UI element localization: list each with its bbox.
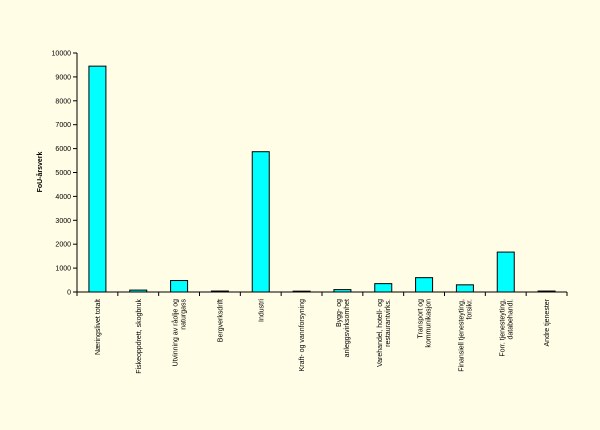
x-category-label-line: Kraft- og vannforsyning (299, 299, 306, 371)
bar (210, 290, 229, 293)
x-category-label: Industri (258, 299, 265, 322)
x-category-label-line: Utvinning av råolje og (172, 299, 180, 366)
y-axis-title: FoU-årsverk (36, 151, 44, 192)
x-category-label: Bygg- og anleggsvirksomhet (336, 299, 351, 357)
x-category-label-line: Fiskeoppdrett, skogbruk (136, 299, 143, 374)
x-category-label-line: Andre tjenester (544, 298, 551, 346)
bars (88, 65, 556, 293)
x-category-label: Kraft- og vannforsyning (299, 299, 306, 371)
x-category-label: Andre tjenester (544, 298, 551, 346)
bar (88, 65, 107, 293)
bar (537, 290, 556, 293)
bar (374, 283, 393, 293)
x-category-label: Varehandel, hotell- og restaurantvirks. (377, 299, 392, 367)
x-category-label-line: Varehandel, hotell- og (377, 299, 384, 367)
x-category-label-line: restaurantvirks. (385, 299, 392, 347)
x-category-label-line: forsikr. (466, 299, 473, 320)
y-tick-label: 3000 (55, 218, 71, 225)
x-category-label-line: Finansiell tjenesteyting, (458, 299, 465, 372)
x-category-label-line: Bergverksdrift (217, 299, 224, 342)
x-category-label: Næringslivet totalt (95, 299, 102, 355)
x-axis (76, 291, 568, 296)
bar (129, 289, 148, 293)
y-tick-label: 0 (67, 290, 71, 297)
bar (292, 290, 311, 293)
y-tick-label: 2000 (55, 242, 71, 249)
bar (496, 251, 515, 293)
y-tick-label: 1000 (55, 266, 71, 273)
x-category-label: Finansiell tjenesteyting, forsikr. (458, 299, 473, 372)
x-category-label: Fiskeoppdrett, skogbruk (136, 299, 143, 374)
x-category-label-line: Næringslivet totalt (95, 299, 102, 355)
x-category-label-line: naturgass (181, 299, 188, 330)
x-category-label: Bergverksdrift (217, 299, 224, 342)
y-tick-label: 7000 (55, 122, 71, 129)
y-tick-label: 10000 (52, 51, 72, 58)
y-tick-label: 4000 (55, 194, 71, 201)
x-category-label: Transport og kommunikasjon (418, 299, 433, 348)
y-tick-label: 8000 (55, 98, 71, 105)
bar (415, 277, 434, 293)
x-category-label-line: anleggsvirksomhet (344, 299, 351, 357)
y-axis: 0 1000 2000 3000 4000 5000 6000 7000 8000 9000 100… (52, 51, 78, 297)
category-labels: Næringslivet totalt Fiskeoppdrett, skogbr… (95, 298, 551, 373)
x-category-label-line: Forr. tjenesteyting, (499, 299, 506, 357)
x-category-label-line: Transport og (418, 299, 425, 339)
bar (251, 151, 270, 293)
x-category-label-line: Bygg- og (336, 299, 343, 327)
bar (170, 280, 189, 293)
y-tick-label: 6000 (55, 146, 71, 153)
x-category-label: Utvinning av råolje og naturgass (172, 299, 188, 367)
x-category-label-line: kommunikasjon (426, 299, 433, 348)
x-category-label-line: Industri (258, 299, 265, 322)
x-category-label: Forr. tjenesteyting, databehandl. (499, 299, 514, 357)
bar (333, 289, 352, 293)
y-tick-label: 5000 (55, 170, 71, 177)
x-category-label-line: databehandl. (507, 299, 514, 340)
y-tick-label: 9000 (55, 74, 71, 81)
bar (455, 284, 474, 293)
